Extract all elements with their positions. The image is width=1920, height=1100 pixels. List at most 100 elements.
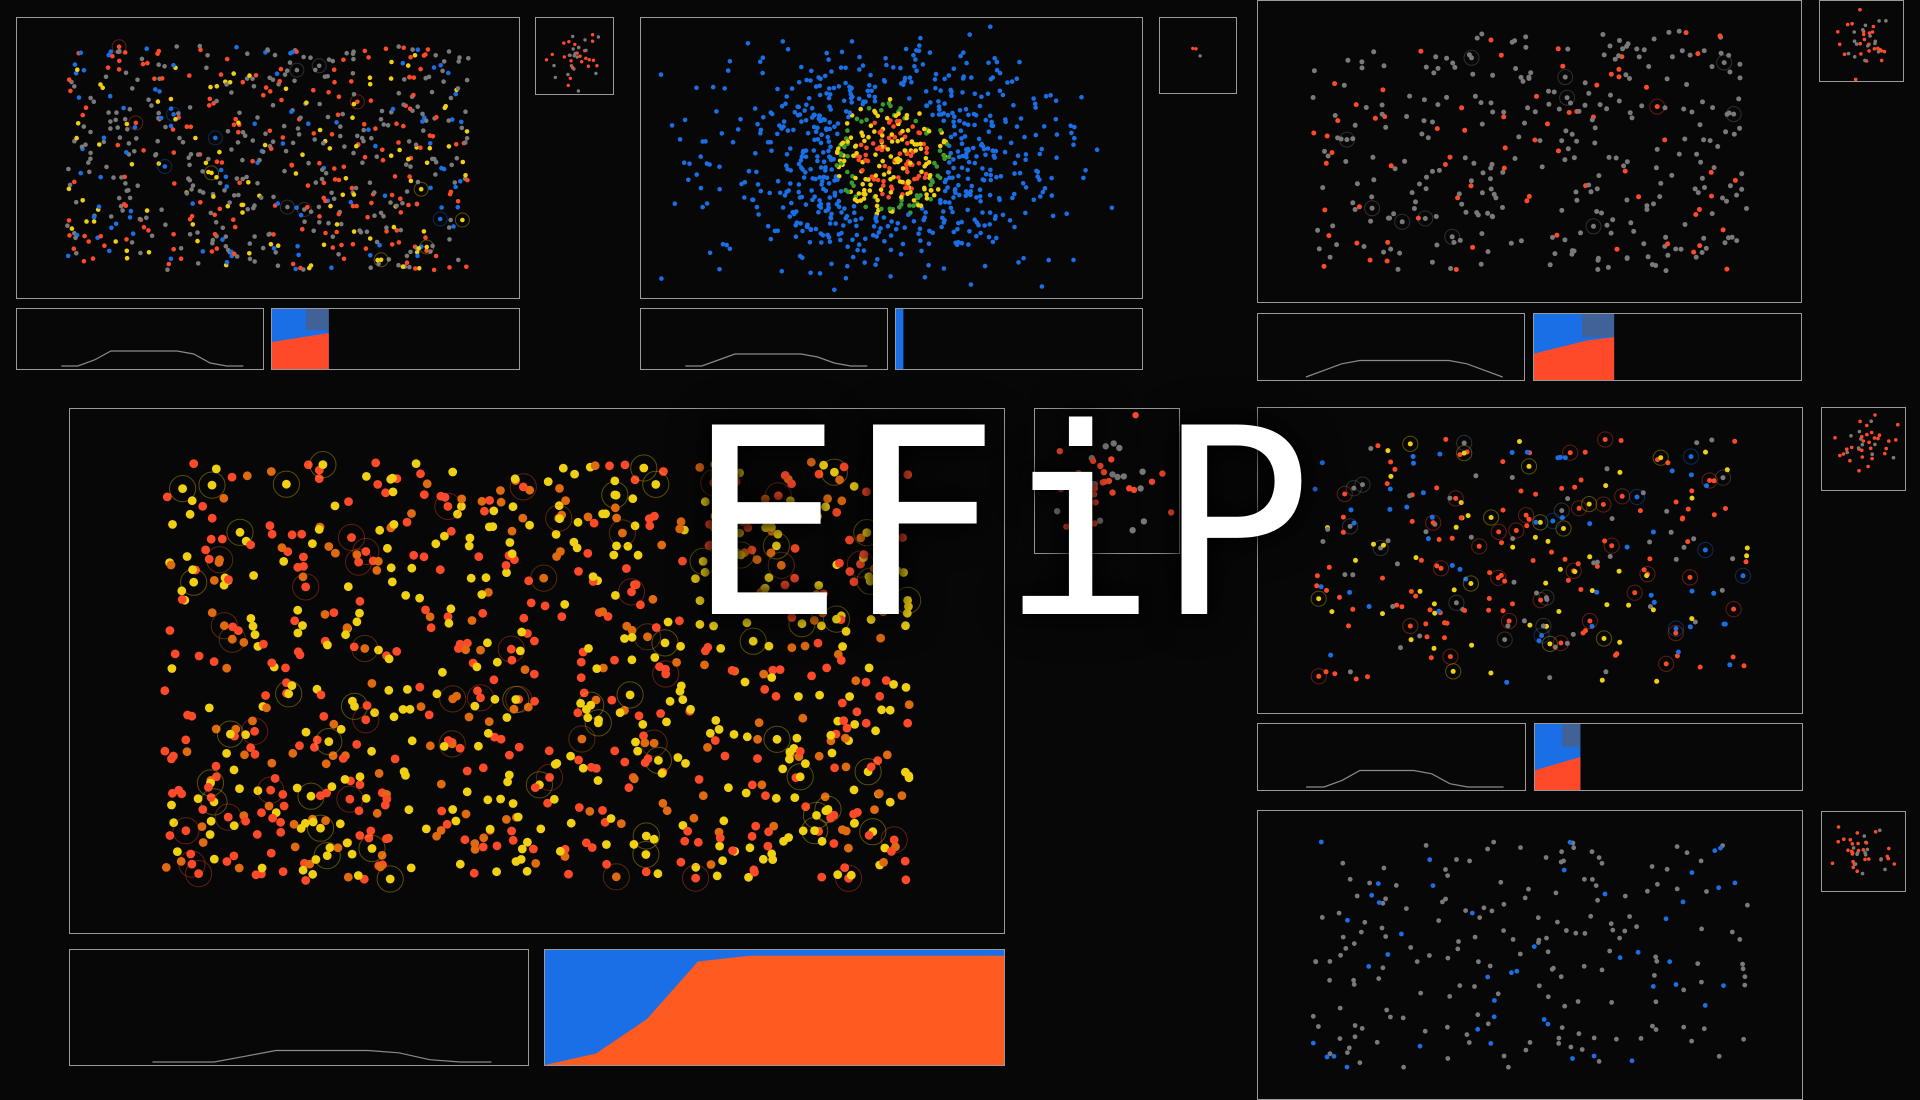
particle bbox=[328, 751, 338, 760]
particle bbox=[1489, 213, 1495, 219]
particle bbox=[1588, 913, 1594, 919]
particle bbox=[651, 623, 661, 632]
mini-particle bbox=[1091, 485, 1098, 492]
particle bbox=[720, 241, 726, 247]
dist-sim-5-svg bbox=[1306, 769, 1504, 788]
particle bbox=[1478, 100, 1484, 106]
particle bbox=[1510, 601, 1515, 607]
particle-halo bbox=[1682, 448, 1700, 465]
particle bbox=[1445, 1056, 1451, 1061]
particle bbox=[821, 186, 826, 192]
particle bbox=[1533, 519, 1539, 525]
particle bbox=[288, 748, 298, 758]
particle bbox=[786, 188, 791, 193]
particle bbox=[813, 129, 819, 135]
particle bbox=[966, 112, 971, 118]
particle bbox=[1662, 137, 1668, 143]
particle bbox=[959, 219, 964, 225]
particle bbox=[1442, 620, 1447, 626]
particle bbox=[290, 261, 296, 267]
particle bbox=[727, 59, 733, 64]
particle bbox=[368, 265, 374, 270]
particle bbox=[408, 178, 414, 184]
particle-halo bbox=[216, 720, 244, 748]
particle bbox=[881, 172, 887, 177]
particle bbox=[392, 647, 402, 656]
particle bbox=[137, 216, 143, 222]
particle bbox=[1651, 36, 1657, 42]
particle bbox=[1039, 146, 1044, 152]
particle bbox=[573, 517, 583, 527]
particle bbox=[829, 211, 834, 217]
particle bbox=[492, 657, 502, 667]
particle bbox=[1467, 858, 1472, 864]
particle bbox=[1316, 673, 1322, 679]
mini-particle bbox=[1129, 527, 1136, 534]
particle bbox=[834, 163, 840, 168]
particle bbox=[1447, 495, 1453, 501]
particle bbox=[162, 164, 168, 169]
particle bbox=[282, 72, 288, 77]
particle bbox=[1385, 239, 1391, 245]
particle bbox=[65, 223, 70, 228]
particle bbox=[780, 39, 786, 44]
particle bbox=[886, 135, 892, 141]
mini-particle bbox=[1084, 476, 1091, 483]
particle bbox=[390, 754, 400, 764]
mini-particle bbox=[1116, 444, 1123, 452]
particle bbox=[1472, 984, 1477, 989]
particle bbox=[710, 511, 720, 521]
particle bbox=[257, 157, 262, 163]
particle-halo bbox=[1354, 476, 1371, 493]
particle bbox=[790, 793, 800, 802]
particle bbox=[780, 205, 786, 210]
particle bbox=[195, 230, 200, 235]
particle bbox=[364, 833, 374, 843]
particle bbox=[1501, 1053, 1507, 1059]
particle bbox=[1532, 137, 1538, 143]
particle bbox=[1650, 984, 1656, 989]
particle bbox=[451, 816, 461, 826]
particle bbox=[1428, 655, 1434, 661]
particle bbox=[887, 166, 892, 171]
particle bbox=[374, 556, 383, 566]
particle bbox=[67, 233, 72, 238]
particle bbox=[90, 256, 96, 261]
particle bbox=[1375, 881, 1381, 886]
particle bbox=[280, 141, 286, 146]
particle bbox=[251, 870, 261, 880]
particle bbox=[829, 167, 834, 172]
particle bbox=[1561, 867, 1567, 873]
sim-4-mini-svg bbox=[1054, 412, 1175, 534]
mini-particle bbox=[1838, 453, 1842, 458]
particle bbox=[1602, 437, 1608, 442]
particle bbox=[1638, 1036, 1644, 1041]
particle bbox=[1681, 1024, 1687, 1030]
particle bbox=[1463, 908, 1468, 913]
particle bbox=[380, 157, 386, 163]
particle bbox=[236, 120, 241, 126]
particle bbox=[1535, 915, 1541, 921]
particle bbox=[1726, 52, 1732, 58]
particle bbox=[1000, 92, 1006, 98]
particle bbox=[492, 841, 502, 851]
particle bbox=[1639, 103, 1645, 109]
particle bbox=[170, 649, 180, 659]
particle bbox=[901, 875, 911, 885]
particle bbox=[832, 124, 837, 130]
particle bbox=[279, 801, 289, 811]
particle bbox=[831, 85, 837, 91]
particle bbox=[1035, 169, 1041, 175]
particle-halo bbox=[1571, 500, 1588, 517]
particle bbox=[515, 646, 525, 656]
mini-particle bbox=[1853, 862, 1858, 866]
particle bbox=[210, 237, 216, 243]
particle bbox=[1693, 212, 1699, 217]
particle bbox=[757, 780, 767, 790]
particle bbox=[480, 506, 489, 516]
particle bbox=[1455, 195, 1461, 201]
particle bbox=[1313, 959, 1318, 964]
particle bbox=[1510, 536, 1516, 542]
particle bbox=[96, 204, 102, 209]
particle bbox=[306, 791, 316, 801]
